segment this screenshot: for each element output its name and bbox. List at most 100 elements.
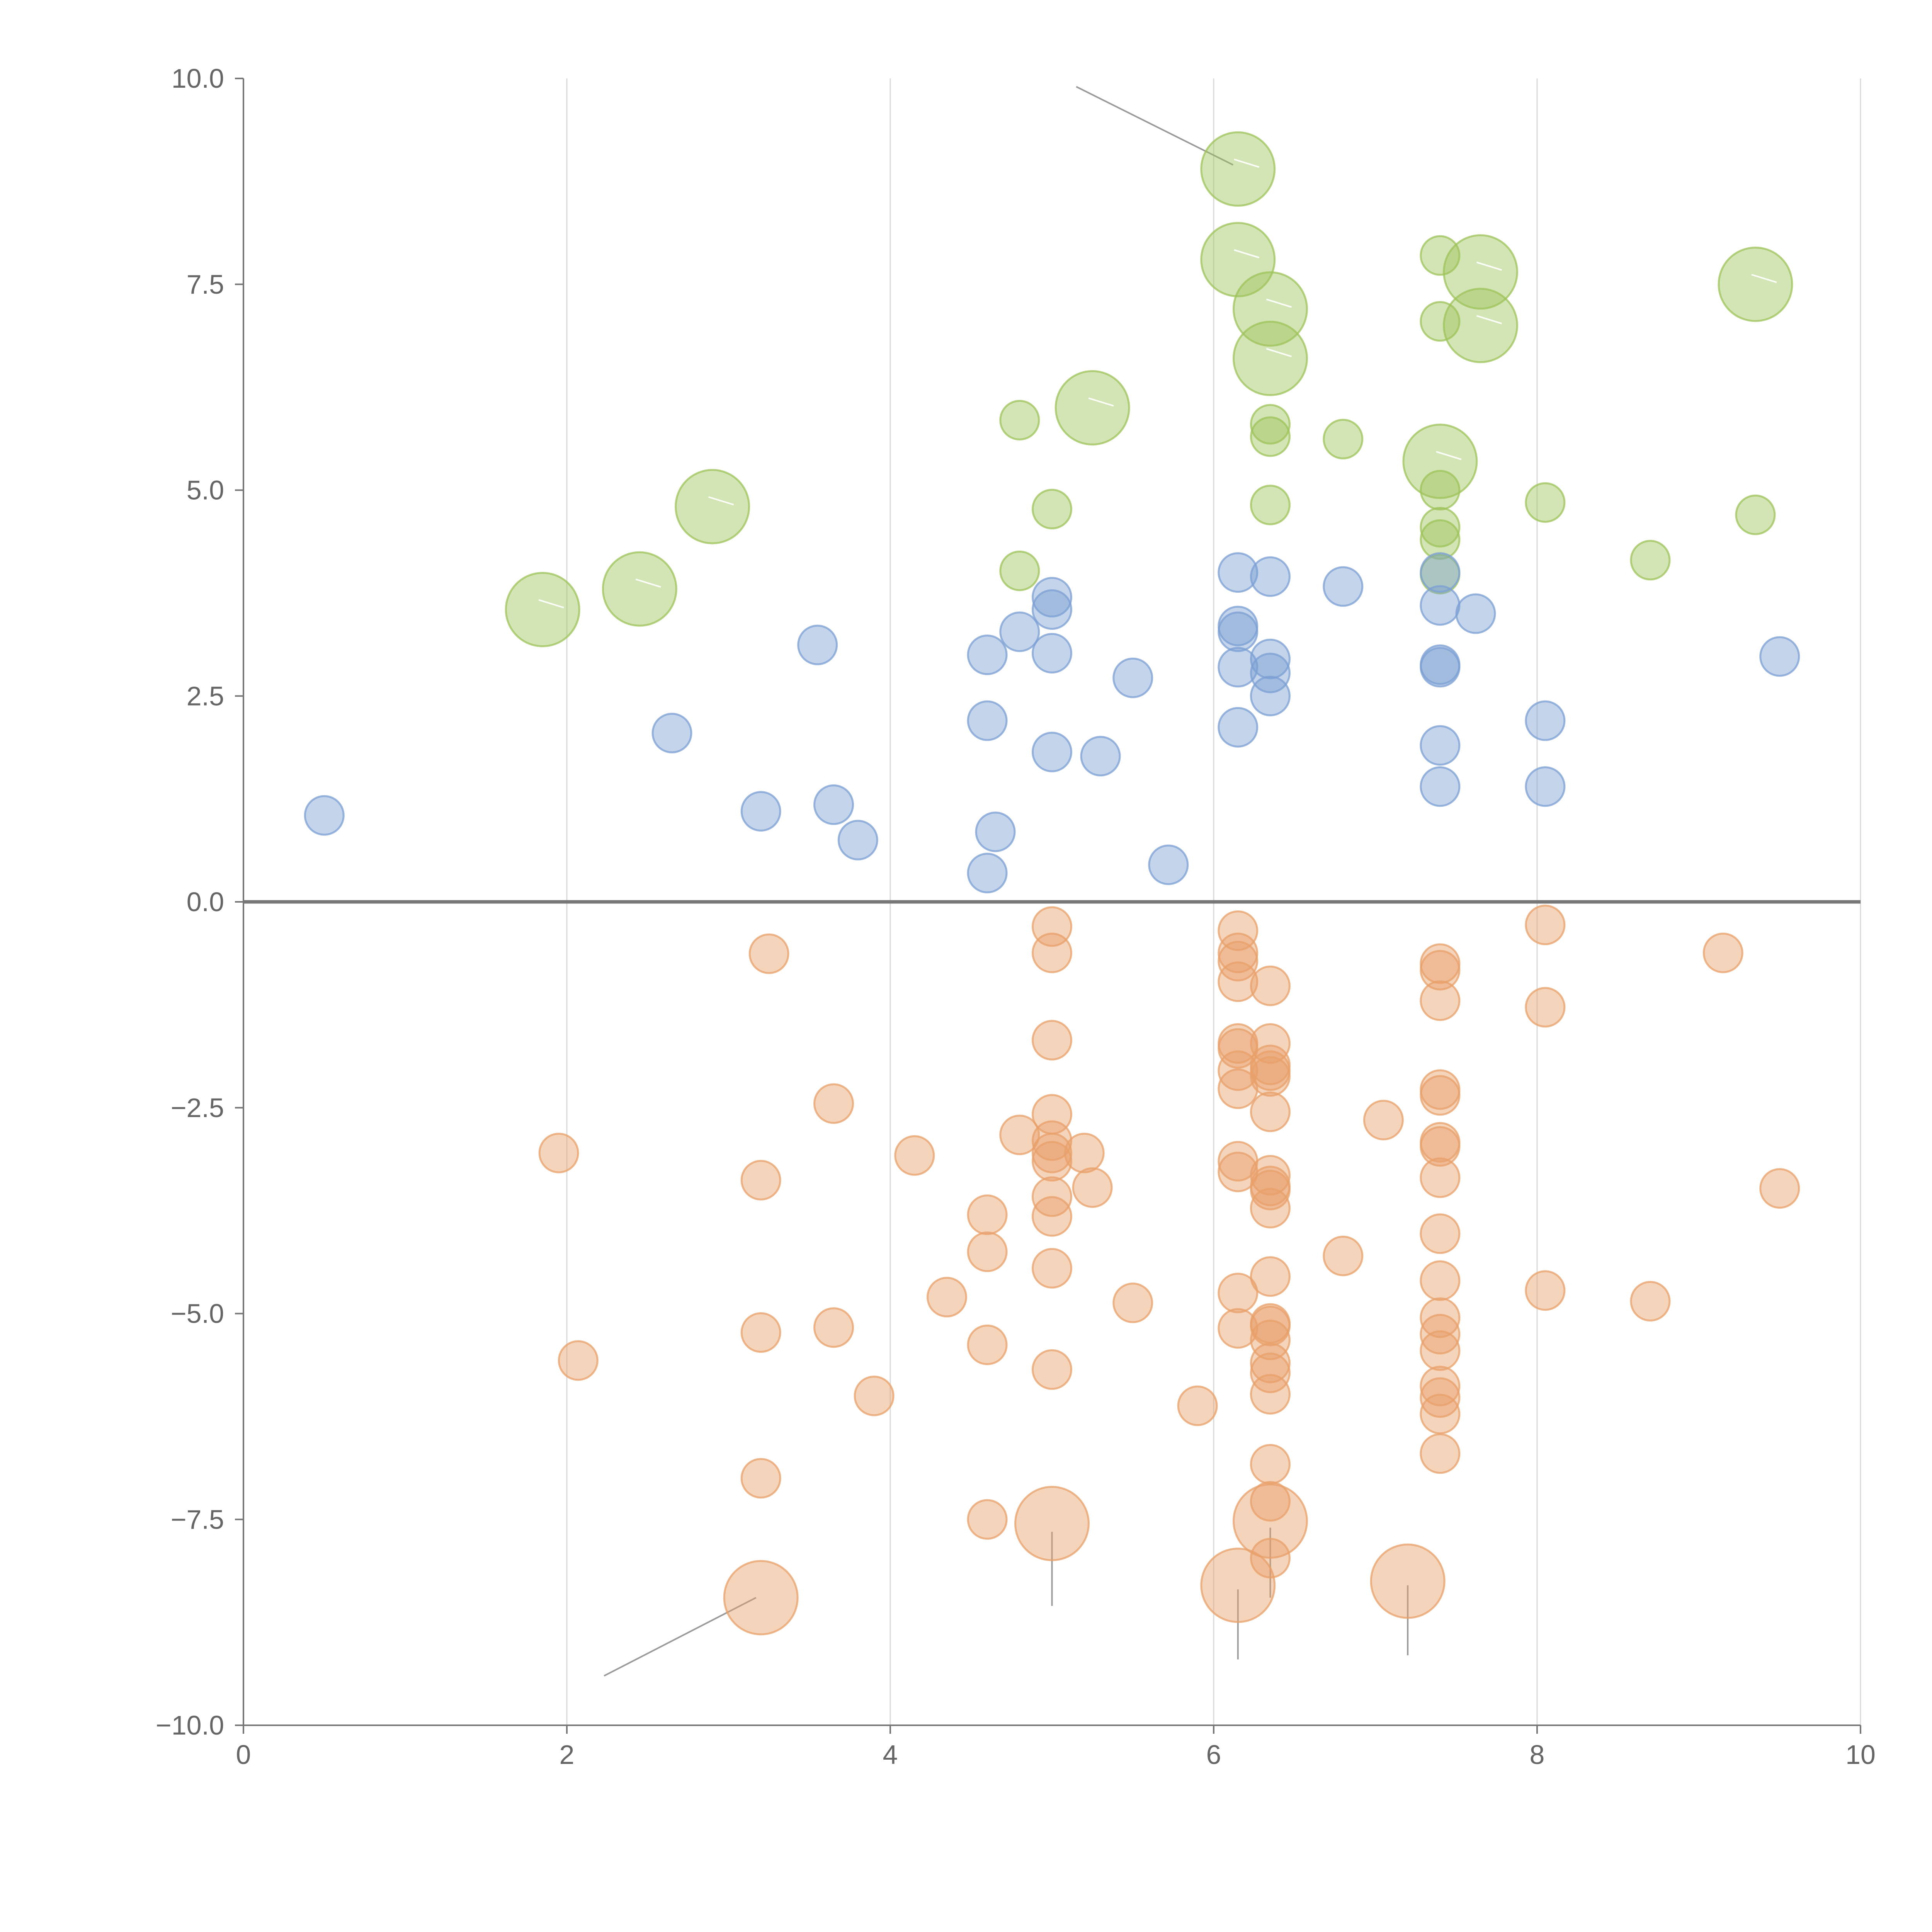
green-point bbox=[1420, 507, 1461, 548]
bubble-callout-stroke bbox=[635, 578, 661, 588]
orange-point bbox=[1525, 905, 1566, 946]
blue-point bbox=[1112, 657, 1153, 698]
orange-point bbox=[1032, 1349, 1072, 1390]
y-tick-label: 5.0 bbox=[187, 475, 224, 505]
data-points bbox=[304, 131, 1800, 1636]
bubble-callout-stroke bbox=[1266, 298, 1292, 308]
blue-point bbox=[1148, 844, 1189, 885]
blue-point bbox=[1032, 577, 1072, 618]
green-point bbox=[505, 571, 580, 647]
green-point bbox=[1200, 222, 1276, 298]
bubble-callout-stroke bbox=[708, 496, 734, 506]
orange-point bbox=[1250, 1155, 1291, 1196]
blue-point bbox=[1525, 766, 1566, 807]
orange-point bbox=[1702, 932, 1743, 973]
orange-point bbox=[740, 1458, 781, 1499]
green-point bbox=[1402, 423, 1478, 499]
orange-point bbox=[1420, 980, 1461, 1021]
orange-point bbox=[1177, 1385, 1218, 1426]
green-point bbox=[1323, 418, 1364, 459]
green-point bbox=[1232, 321, 1308, 396]
orange-point bbox=[1420, 1260, 1461, 1301]
orange-point bbox=[1420, 1213, 1461, 1254]
orange-point bbox=[1420, 1297, 1461, 1338]
green-point bbox=[1630, 540, 1671, 581]
orange-point bbox=[1630, 1281, 1671, 1322]
orange-point bbox=[740, 1160, 781, 1201]
orange-point bbox=[967, 1324, 1008, 1365]
green-point bbox=[1420, 470, 1461, 510]
orange-point bbox=[1032, 1020, 1072, 1061]
y-tick-label: 2.5 bbox=[187, 681, 224, 711]
orange-point bbox=[1250, 1305, 1291, 1346]
bubble-callout-stroke bbox=[538, 599, 564, 609]
x-axis-ticks: 0 2 4 6 8 10 bbox=[236, 1725, 1876, 1770]
green-point bbox=[1200, 131, 1276, 207]
blue-point bbox=[1218, 647, 1259, 688]
blue-point bbox=[1080, 736, 1121, 777]
orange-point bbox=[1420, 1366, 1461, 1406]
bubble-callout-stroke bbox=[1088, 397, 1114, 407]
orange-point bbox=[1420, 1330, 1461, 1371]
blue-point bbox=[1250, 675, 1291, 716]
green-point bbox=[1735, 494, 1776, 535]
green-point bbox=[1250, 416, 1291, 457]
x-tick-label: 2 bbox=[560, 1740, 575, 1770]
orange-point bbox=[1525, 1270, 1566, 1311]
blue-point bbox=[1250, 653, 1291, 694]
inner-annotation-leaders bbox=[538, 158, 1777, 609]
x-tick-label: 10 bbox=[1845, 1740, 1876, 1770]
orange-point bbox=[1759, 1168, 1800, 1209]
x-tick-label: 8 bbox=[1530, 1740, 1545, 1770]
orange-point bbox=[1032, 1120, 1072, 1161]
orange-point bbox=[854, 1376, 895, 1417]
blue-point bbox=[1420, 766, 1461, 807]
green-point bbox=[1443, 234, 1519, 310]
orange-point bbox=[1218, 961, 1259, 1002]
y-tick-label: −7.5 bbox=[171, 1504, 224, 1534]
blue-point bbox=[1420, 585, 1461, 626]
y-tick-label: −5.0 bbox=[171, 1299, 224, 1329]
orange-point bbox=[1250, 1320, 1291, 1361]
green-point bbox=[1718, 247, 1793, 322]
orange-point bbox=[1064, 1133, 1105, 1173]
orange-point bbox=[1218, 932, 1259, 973]
orange-point bbox=[1370, 1543, 1446, 1619]
bubble-callout-stroke bbox=[1476, 261, 1502, 271]
orange-point bbox=[1218, 1308, 1259, 1349]
y-tick-label: 7.5 bbox=[187, 269, 224, 299]
blue-point bbox=[967, 700, 1008, 741]
orange-point bbox=[1250, 1537, 1291, 1578]
orange-point bbox=[1200, 1548, 1276, 1623]
orange-point bbox=[1420, 1075, 1461, 1116]
orange-point bbox=[813, 1083, 854, 1124]
orange-point bbox=[1420, 1126, 1461, 1167]
orange-point bbox=[1032, 1133, 1072, 1173]
orange-point bbox=[1420, 1377, 1461, 1418]
orange-point bbox=[1420, 1433, 1461, 1474]
orange-point bbox=[1014, 1486, 1090, 1561]
bubble-callout-stroke bbox=[1476, 315, 1502, 325]
orange-point bbox=[1218, 1028, 1259, 1069]
x-tick-label: 6 bbox=[1206, 1740, 1221, 1770]
bubble-callout-stroke bbox=[1234, 249, 1260, 259]
green-point bbox=[675, 469, 750, 544]
y-tick-label: 10.0 bbox=[172, 63, 224, 94]
blue-point bbox=[813, 784, 854, 825]
orange-point bbox=[1420, 1314, 1461, 1355]
orange-point bbox=[748, 933, 789, 974]
orange-point bbox=[740, 1312, 781, 1353]
orange-point bbox=[1218, 940, 1259, 981]
orange-point bbox=[1323, 1235, 1364, 1276]
green-point bbox=[1420, 235, 1461, 276]
blue-point bbox=[1323, 566, 1364, 607]
orange-point bbox=[538, 1133, 579, 1173]
orange-point bbox=[1218, 1068, 1259, 1109]
orange-point bbox=[1250, 1056, 1291, 1097]
green-point bbox=[1250, 485, 1291, 526]
blue-point bbox=[1759, 636, 1800, 677]
bubble-callout-stroke bbox=[1436, 451, 1462, 460]
orange-point bbox=[1250, 1256, 1291, 1297]
y-tick-label: −2.5 bbox=[171, 1093, 224, 1123]
